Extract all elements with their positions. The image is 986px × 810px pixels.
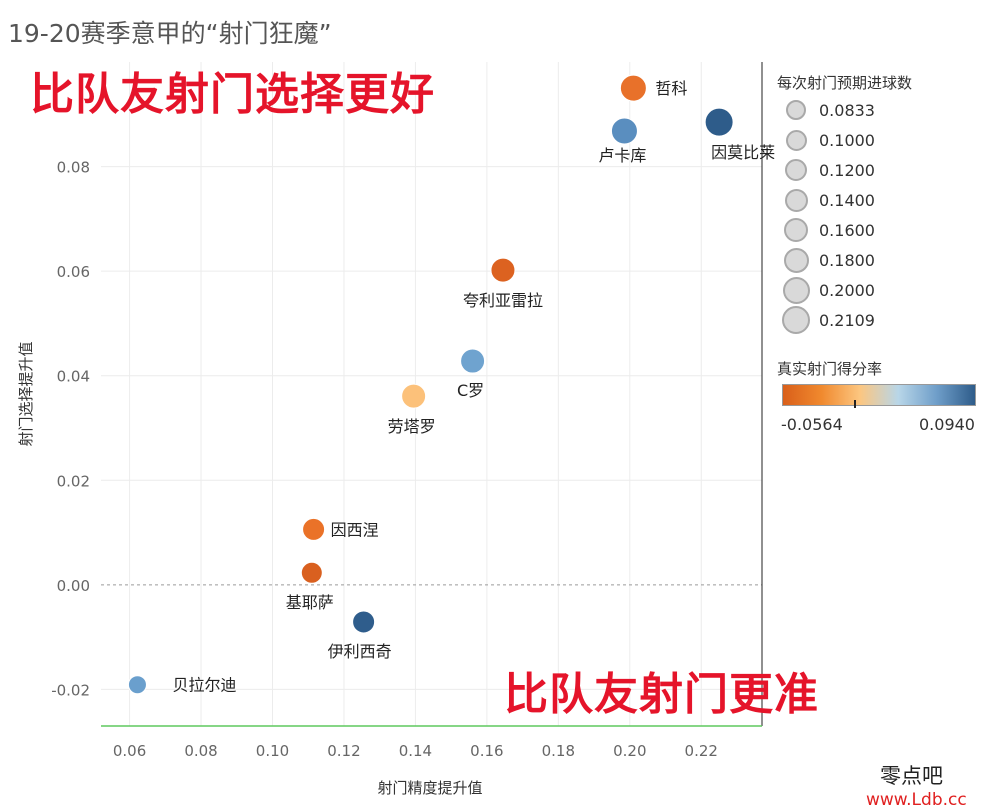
point-哲科 — [619, 74, 647, 102]
x-tick-label: 0.06 — [113, 742, 146, 760]
size-legend-circle — [784, 218, 808, 242]
point-label: 因莫比莱 — [711, 143, 775, 162]
size-legend-label: 0.1000 — [819, 131, 875, 150]
y-axis-label: 射门选择提升值 — [17, 341, 35, 446]
point-label: 伊利西奇 — [328, 642, 392, 661]
size-legend-title: 每次射门预期进球数 — [777, 74, 913, 92]
point-卢卡库 — [610, 117, 638, 145]
size-legend-circle — [786, 100, 806, 120]
color-gradient-bar — [782, 384, 976, 406]
color-min-label: -0.0564 — [781, 415, 843, 434]
point-因莫比莱 — [704, 107, 734, 137]
size-legend-label: 0.2109 — [819, 311, 875, 330]
annotation-top: 比队友射门选择更好 — [30, 69, 435, 120]
x-tick-label: 0.20 — [613, 742, 646, 760]
y-tick-label: -0.02 — [51, 681, 90, 699]
size-legend-circle — [782, 306, 810, 334]
size-legend-label: 0.2000 — [819, 281, 875, 300]
y-tick-label: 0.06 — [57, 263, 90, 281]
color-gradient-marker — [854, 400, 856, 408]
size-legend-circle — [783, 247, 809, 273]
chart-title: 19-20赛季意甲的“射门狂魔” — [8, 19, 332, 48]
point-label: 夸利亚雷拉 — [463, 291, 543, 310]
point-C罗 — [460, 348, 486, 374]
color-legend-title: 真实射门得分率 — [777, 360, 883, 378]
x-axis-label: 射门精度提升值 — [377, 779, 482, 797]
size-legend-label: 0.0833 — [819, 101, 875, 120]
point-label: 贝拉尔迪 — [172, 676, 236, 695]
x-tick-label: 0.18 — [542, 742, 575, 760]
point-劳塔罗 — [401, 383, 427, 409]
size-legend-circle — [782, 276, 810, 304]
x-tick-label: 0.10 — [256, 742, 289, 760]
x-tick-label: 0.14 — [399, 742, 432, 760]
point-基耶萨 — [300, 561, 323, 584]
point-伊利西奇 — [352, 610, 376, 634]
point-label: 基耶萨 — [286, 593, 334, 612]
x-tick-label: 0.22 — [685, 742, 718, 760]
x-tick-label: 0.16 — [470, 742, 503, 760]
size-legend-label: 0.1400 — [819, 191, 875, 210]
y-tick-label: 0.00 — [57, 577, 90, 595]
size-legend-label: 0.1200 — [819, 161, 875, 180]
size-legend-circle — [785, 129, 807, 151]
size-legend-circle — [785, 159, 807, 181]
point-因西涅 — [302, 517, 326, 541]
annotation-bottom: 比队友射门更准 — [504, 669, 819, 720]
point-贝拉尔迪 — [127, 675, 147, 695]
point-label: 哲科 — [655, 79, 687, 98]
point-label: C罗 — [457, 381, 484, 400]
y-tick-label: 0.02 — [57, 472, 90, 490]
y-tick-label: 0.08 — [57, 159, 90, 177]
size-legend-circle — [784, 188, 808, 212]
y-tick-label: 0.04 — [57, 368, 90, 386]
x-tick-label: 0.12 — [327, 742, 360, 760]
point-夸利亚雷拉 — [490, 257, 516, 283]
watermark-text: 零点吧 — [880, 764, 943, 788]
color-max-label: 0.0940 — [919, 415, 975, 434]
point-label: 卢卡库 — [598, 146, 646, 165]
size-legend-label: 0.1600 — [819, 221, 875, 240]
point-label: 劳塔罗 — [388, 417, 436, 436]
point-label: 因西涅 — [331, 520, 379, 539]
watermark-url: www.Ldb.cc — [866, 790, 967, 810]
size-legend-label: 0.1800 — [819, 251, 875, 270]
x-tick-label: 0.08 — [184, 742, 217, 760]
